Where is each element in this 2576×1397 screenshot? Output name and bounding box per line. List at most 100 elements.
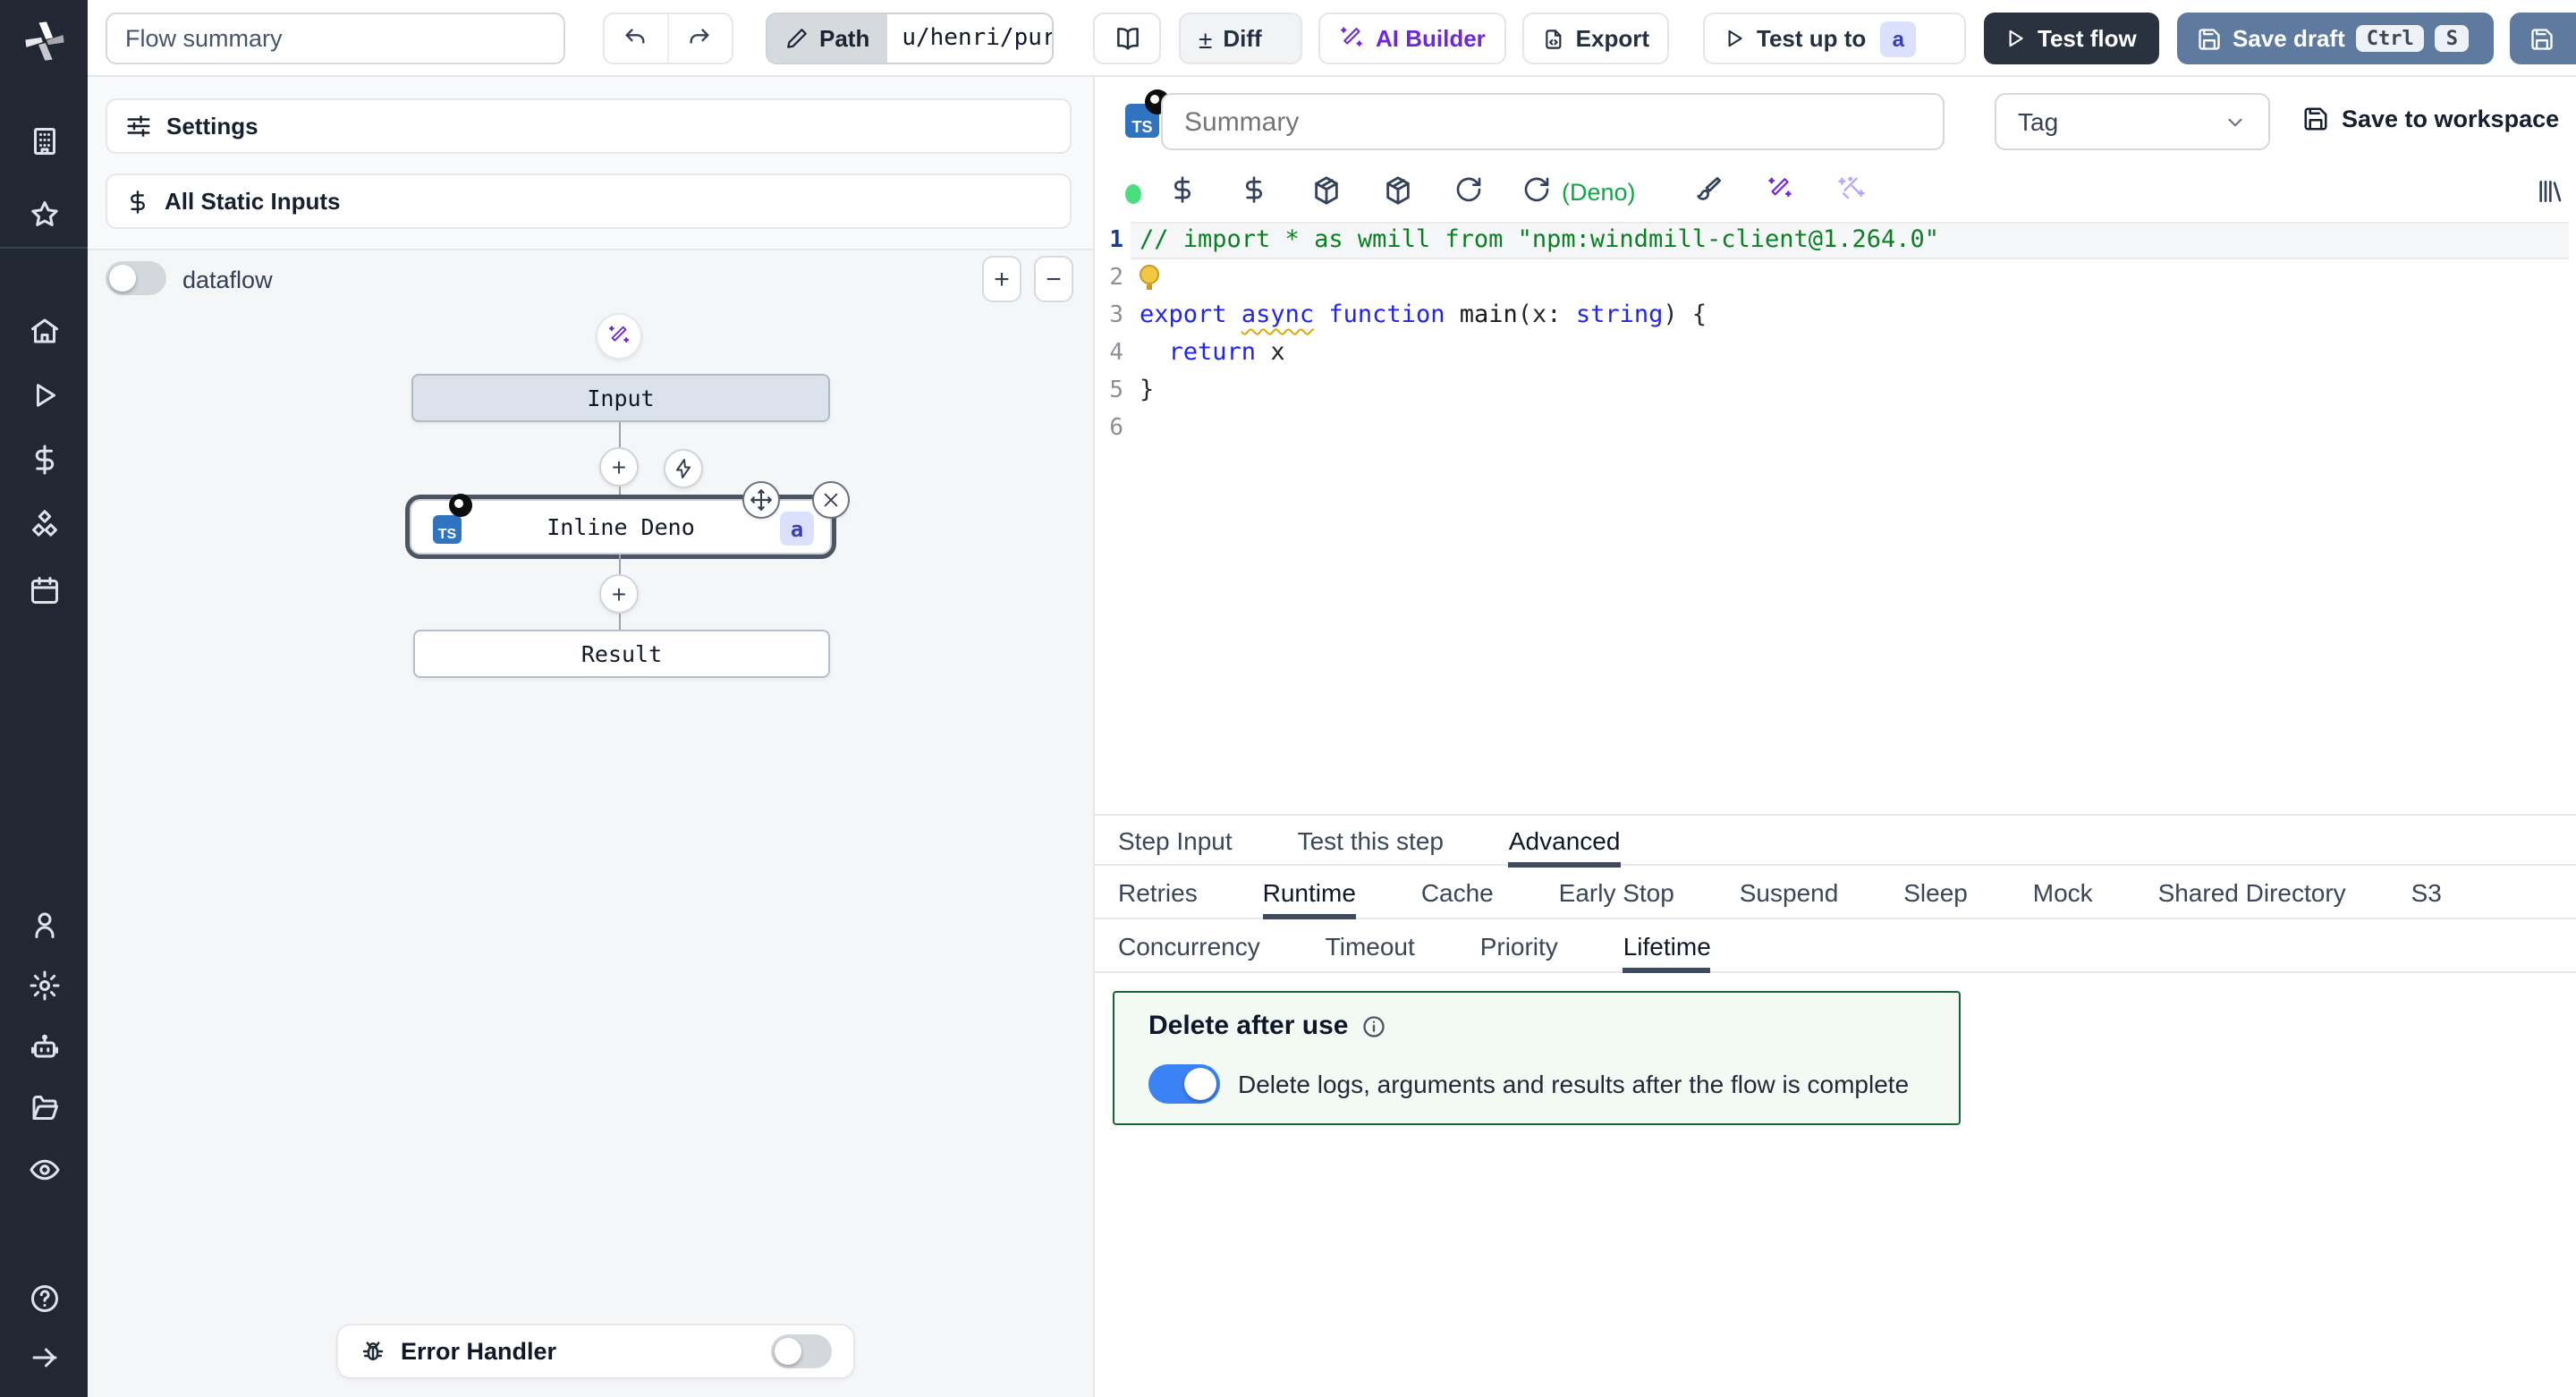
advanced-tabs: Retries Runtime Cache Early Stop Suspend… [1095,868,2576,919]
delete-after-use-toggle[interactable] [1148,1064,1220,1104]
tab-runtime[interactable]: Runtime [1263,868,1356,919]
workspace-icon[interactable] [0,111,88,172]
tab-retries[interactable]: Retries [1118,878,1198,907]
close-icon [824,493,838,507]
export-button[interactable]: Export [1522,13,1669,64]
graph-canvas[interactable] [88,249,1093,1397]
windmill-logo[interactable] [0,11,88,72]
sidebar [0,0,88,1397]
tab-concurrency[interactable]: Concurrency [1118,932,1260,961]
flow-graph-panel: Settings All Static Inputs dataflow + − … [88,77,1093,1397]
tag-select[interactable]: Tag [1995,93,2270,150]
format-brush-icon[interactable] [1694,175,1723,204]
input-node[interactable]: Input [411,374,830,422]
path-group: Path u/henri/pur [766,13,1055,64]
tab-suspend[interactable]: Suspend [1739,878,1839,907]
reload-icon[interactable] [1454,175,1483,204]
path-value[interactable]: u/henri/pur [887,14,1053,63]
step-badge: a [1880,21,1917,56]
zoom-in-button[interactable]: + [982,256,1021,302]
package-icon[interactable] [1311,175,1342,206]
inline-deno-node[interactable]: TS Inline Deno a [410,494,832,555]
workers-robot-icon[interactable] [0,1018,88,1079]
user-icon[interactable] [0,894,88,955]
home-icon[interactable] [0,301,88,361]
tab-s3[interactable]: S3 [2411,878,2442,907]
ai-flow-button[interactable] [596,313,642,360]
redo-button[interactable] [668,14,732,63]
path-button[interactable]: Path [767,14,888,63]
flow-settings-button[interactable]: Settings [106,98,1072,154]
add-step-button[interactable]: + [599,574,639,614]
tab-test-this-step[interactable]: Test this step [1297,826,1444,855]
tab-shared-directory[interactable]: Shared Directory [2157,878,2346,907]
kbd-ctrl: Ctrl [2355,25,2425,52]
bolt-icon [676,459,691,478]
save-to-workspace-button[interactable]: Save to workspace [2302,106,2559,132]
dollar-icon [131,190,145,213]
audit-eye-icon[interactable] [0,1139,88,1200]
error-handler-toggle[interactable] [771,1334,832,1368]
delete-after-use-title: Delete after use [1148,1011,1349,1041]
zoom-out-button[interactable]: − [1034,256,1073,302]
schedules-calendar-icon[interactable] [0,560,88,621]
result-node[interactable]: Result [413,630,830,678]
runs-play-icon[interactable] [0,365,88,426]
sliders-icon [127,115,150,137]
ai-builder-button[interactable]: AI Builder [1318,13,1506,64]
tab-step-input[interactable]: Step Input [1118,826,1233,855]
favorites-star-icon[interactable] [0,184,88,245]
tab-priority[interactable]: Priority [1479,932,1558,961]
error-handler-card[interactable]: Error Handler [336,1324,855,1379]
book-open-icon [1116,28,1138,50]
add-step-button[interactable]: + [599,447,639,487]
dataflow-label: dataflow [182,267,273,293]
code-lines: // import * as wmill from "npm:windmill-… [1131,222,2569,447]
move-node-button[interactable] [742,481,780,519]
edge [619,614,621,630]
variables-dollar-icon[interactable] [0,429,88,490]
ai-sparkles-icon[interactable] [1837,175,1866,204]
tab-lifetime[interactable]: Lifetime [1623,921,1711,973]
step-summary-input[interactable] [1161,93,1945,150]
variables-dollar-icon[interactable] [1168,175,1197,204]
diff-button[interactable]: ± Diff [1179,13,1302,64]
save-icon [2531,28,2553,49]
test-up-to-button[interactable]: Test up to a [1703,13,1966,64]
tab-advanced[interactable]: Advanced [1509,816,1621,868]
folders-icon[interactable] [0,1079,88,1139]
resources-boxes-icon[interactable] [0,495,88,556]
test-flow-button[interactable]: Test flow [1984,13,2159,64]
save-draft-button[interactable]: Save draft Ctrl S [2177,13,2494,64]
undo-button[interactable] [605,14,668,63]
help-question-icon[interactable] [0,1268,88,1329]
error-handler-label: Error Handler [401,1338,557,1365]
static-dollar-icon[interactable] [1240,175,1268,204]
package-icon[interactable] [1383,175,1413,206]
delete-node-button[interactable] [812,481,850,519]
library-icon[interactable] [2535,177,2563,206]
tab-sleep[interactable]: Sleep [1903,878,1968,907]
edge [619,555,621,574]
tab-timeout[interactable]: Timeout [1325,932,1415,961]
trigger-bolt-button[interactable] [664,449,703,488]
info-icon[interactable] [1360,1013,1385,1038]
expand-arrow-icon[interactable] [0,1327,88,1388]
ai-wand-icon[interactable] [1766,175,1794,204]
reset-icon[interactable] [1522,175,1551,204]
docs-button[interactable] [1093,13,1161,64]
tab-early-stop[interactable]: Early Stop [1558,878,1674,907]
tab-mock[interactable]: Mock [2032,878,2093,907]
tab-cache[interactable]: Cache [1420,878,1494,907]
deno-lang-note: (Deno) [1562,179,1636,206]
settings-gear-icon[interactable] [0,955,88,1016]
all-static-inputs-button[interactable]: All Static Inputs [106,174,1072,229]
flow-summary-input[interactable] [106,13,565,64]
runtime-tabs: Concurrency Timeout Priority Lifetime [1095,921,2576,973]
deploy-button[interactable] [2510,13,2576,64]
dataflow-toggle[interactable] [106,261,166,295]
bug-icon [362,1342,384,1360]
